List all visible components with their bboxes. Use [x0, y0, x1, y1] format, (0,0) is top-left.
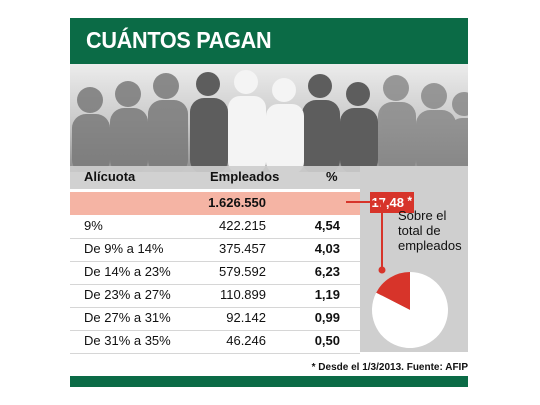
infographic-title: CUÁNTOS PAGAN — [86, 27, 272, 53]
table-header: Alícuota Empleados % — [70, 166, 360, 189]
row-pct: 0,50 — [314, 333, 340, 348]
row-pct: 0,99 — [314, 310, 340, 325]
row-empleados: 92.142 — [226, 310, 266, 325]
pie-caption-line1: Sobre el — [398, 208, 447, 223]
total-pct: 17,48 — [371, 195, 404, 210]
row-pct: 4,54 — [314, 218, 340, 233]
table-row-total: 1.626.550 17,48 * — [70, 192, 414, 215]
connector-line — [346, 201, 383, 268]
workers-silhouettes — [72, 70, 468, 172]
row-label: De 31% a 35% — [84, 333, 171, 348]
row-empleados: 579.592 — [219, 264, 266, 279]
row-label: 9% — [84, 218, 103, 233]
row-label: De 14% a 23% — [84, 264, 171, 279]
row-label: De 27% a 31% — [84, 310, 171, 325]
bottom-bar — [70, 376, 468, 387]
row-pct: 1,19 — [314, 287, 340, 302]
table-row: 9% 422.215 4,54 — [70, 215, 360, 239]
connector-dot — [378, 266, 386, 274]
table-row: De 31% a 35% 46.246 0,50 — [70, 330, 360, 354]
table-row: De 9% a 14% 375.457 4,03 — [70, 238, 360, 262]
row-empleados: 110.899 — [219, 287, 266, 302]
pie-slice-rest — [372, 272, 448, 349]
pie-slice-highlighted — [376, 272, 410, 310]
workers-photo — [70, 64, 468, 172]
title-banner: CUÁNTOS PAGAN — [70, 18, 468, 64]
header-pct: % — [326, 169, 338, 184]
row-pct: 4,03 — [314, 241, 340, 256]
header-empleados: Empleados — [210, 169, 280, 184]
source-footnote: * Desde el 1/3/2013. Fuente: AFIP — [311, 362, 468, 373]
table-row: De 23% a 27% 110.899 1,19 — [70, 284, 360, 308]
table-row: De 27% a 31% 92.142 0,99 — [70, 307, 360, 331]
row-empleados: 46.246 — [226, 333, 266, 348]
row-empleados: 375.457 — [219, 241, 266, 256]
header-alicuota: Alícuota — [84, 169, 136, 184]
row-label: De 23% a 27% — [84, 287, 171, 302]
pie-slices — [372, 272, 448, 349]
total-empleados: 1.626.550 — [208, 195, 266, 210]
row-pct: 6,23 — [314, 264, 340, 279]
pie-caption: Sobre el total de empleados — [398, 208, 468, 253]
row-empleados: 422.215 — [219, 218, 266, 233]
pie-caption-line2: total de — [398, 223, 441, 238]
total-asterisk: * — [407, 194, 412, 208]
row-label: De 9% a 14% — [84, 241, 164, 256]
table-row: De 14% a 23% 579.592 6,23 — [70, 261, 360, 285]
pie-caption-line3: empleados — [398, 238, 462, 253]
